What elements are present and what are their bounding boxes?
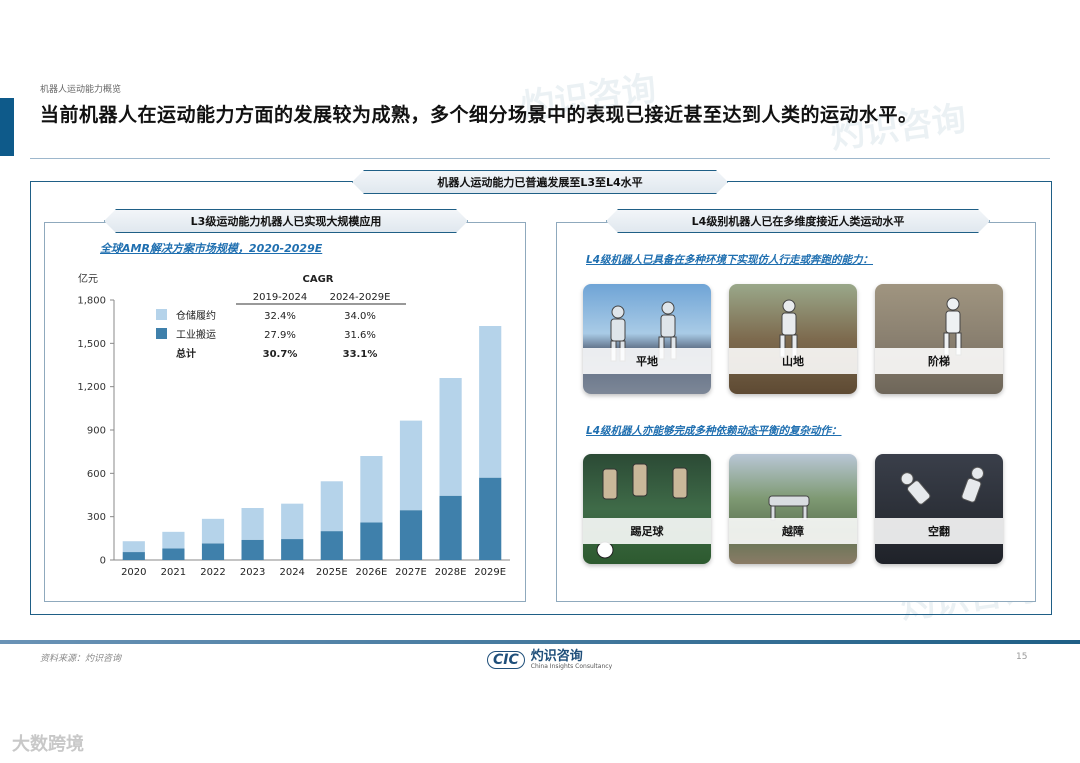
photo-label: 平地 [583,348,711,374]
x-tick-label: 2028E [435,567,467,578]
bar-segment [439,378,462,496]
robot-icon [779,299,798,358]
photo-mountain: 山地 [729,284,857,394]
legend-label: 仓储履约 [176,309,216,322]
footer-logo: CIC 灼识咨询 China Insights Consultancy [487,650,612,670]
cagr-value: 31.6% [344,330,376,341]
bar-segment [360,522,383,560]
left-panel-banner: L3级运动能力机器人已实现大规模应用 [104,209,468,233]
bar-segment [320,481,343,532]
x-tick-label: 2027E [395,567,427,578]
bar-segment [281,503,304,540]
chart-title: 全球AMR解决方案市场规模，2020-2029E [100,242,323,255]
right-panel-banner: L4级别机器人已在多维度接近人类运动水平 [606,209,990,233]
bar-segment [399,510,423,560]
photo-label: 阶梯 [875,348,1003,374]
x-tick-label: 2021 [161,567,186,578]
x-tick-label: 2025E [316,567,348,578]
cagr-value: 30.7% [263,349,298,360]
cagr-value: 32.4% [264,311,296,322]
photo-label: 踢足球 [583,518,711,544]
cagr-value: 27.9% [264,330,296,341]
y-unit-label: 亿元 [78,272,98,285]
robot-icon [900,466,985,505]
y-tick-label: 1,800 [77,296,106,307]
photo-flip: 空翻 [875,454,1003,564]
y-tick-label: 0 [100,556,106,567]
y-tick-label: 300 [87,512,106,523]
legend-label: 工业搬运 [176,328,216,341]
logo-en: China Insights Consultancy [530,662,613,670]
x-tick-label: 2023 [240,567,265,578]
robot-icon [768,495,810,521]
legend-swatch [156,328,167,339]
right-subtitle-2: L4级机器人亦能够完成多种依赖动态平衡的复杂动作： [586,425,842,437]
cagr-value: 34.0% [344,311,376,322]
page-title: 当前机器人在运动能力方面的发展较为成熟，多个细分场景中的表现已接近甚至达到人类的… [40,104,918,126]
logo-cn: 灼识咨询 [530,649,583,664]
page-number: 15 [1016,652,1028,662]
bar-segment [201,518,225,544]
photo-obstacle: 越障 [729,454,857,564]
robot-icon [610,301,677,362]
cagr-value: 33.1% [343,349,378,360]
footer-line [0,640,1080,644]
bar-segment [241,508,264,540]
bar-segment [122,541,145,553]
photo-flat-ground: 平地 [583,284,711,394]
cagr-title: CAGR [303,274,334,285]
right-subtitle-1: L4级机器人已具备在多种环境下实现仿人行走或奔跑的能力： [586,254,873,266]
bar-segment [201,543,225,560]
y-tick-label: 1,200 [77,382,106,393]
source-note: 资料来源：灼识咨询 [40,654,122,664]
section-tag: 机器人运动能力概览 [40,85,122,95]
legend-label: 总计 [176,347,196,360]
robot-icon [596,463,688,559]
bar-segment [162,548,185,560]
bar-segment [479,326,502,478]
y-tick-label: 900 [87,426,106,437]
brand-watermark: 大数跨境 [12,734,84,755]
y-tick-label: 1,500 [77,339,106,350]
y-tick-label: 600 [87,469,106,480]
bar-segment [360,456,383,523]
photo-soccer: 踢足球 [583,454,711,564]
bar-segment [241,539,264,560]
photo-label: 空翻 [875,518,1003,544]
bar-segment [162,531,185,549]
top-banner: 机器人运动能力已普遍发展至L3至L4水平 [352,170,728,194]
legend-swatch [156,309,167,320]
robot-icon [943,297,962,356]
photo-label: 越障 [729,518,857,544]
accent-bar [0,98,14,156]
photo-stairs: 阶梯 [875,284,1003,394]
bar-segment [399,420,423,511]
x-tick-label: 2022 [200,567,225,578]
x-tick-label: 2029E [474,567,506,578]
cagr-column-header: 2024-2029E [330,292,391,303]
bar-segment [122,552,145,560]
bar-segment [320,531,343,560]
divider [30,158,1050,159]
x-tick-label: 2020 [121,567,146,578]
photo-label: 山地 [729,348,857,374]
market-size-chart: 亿元 0 300 600 900 1,200 1,500 1,800 2020 2021 2022 2… [77,272,510,578]
x-tick-label: 2026E [356,567,388,578]
cagr-column-header: 2019-2024 [253,292,308,303]
bar-segment [439,495,462,560]
bar-segment [479,477,502,560]
cic-logo-icon: CIC [487,650,525,669]
bar-segment [281,539,304,560]
x-tick-label: 2024 [279,567,304,578]
